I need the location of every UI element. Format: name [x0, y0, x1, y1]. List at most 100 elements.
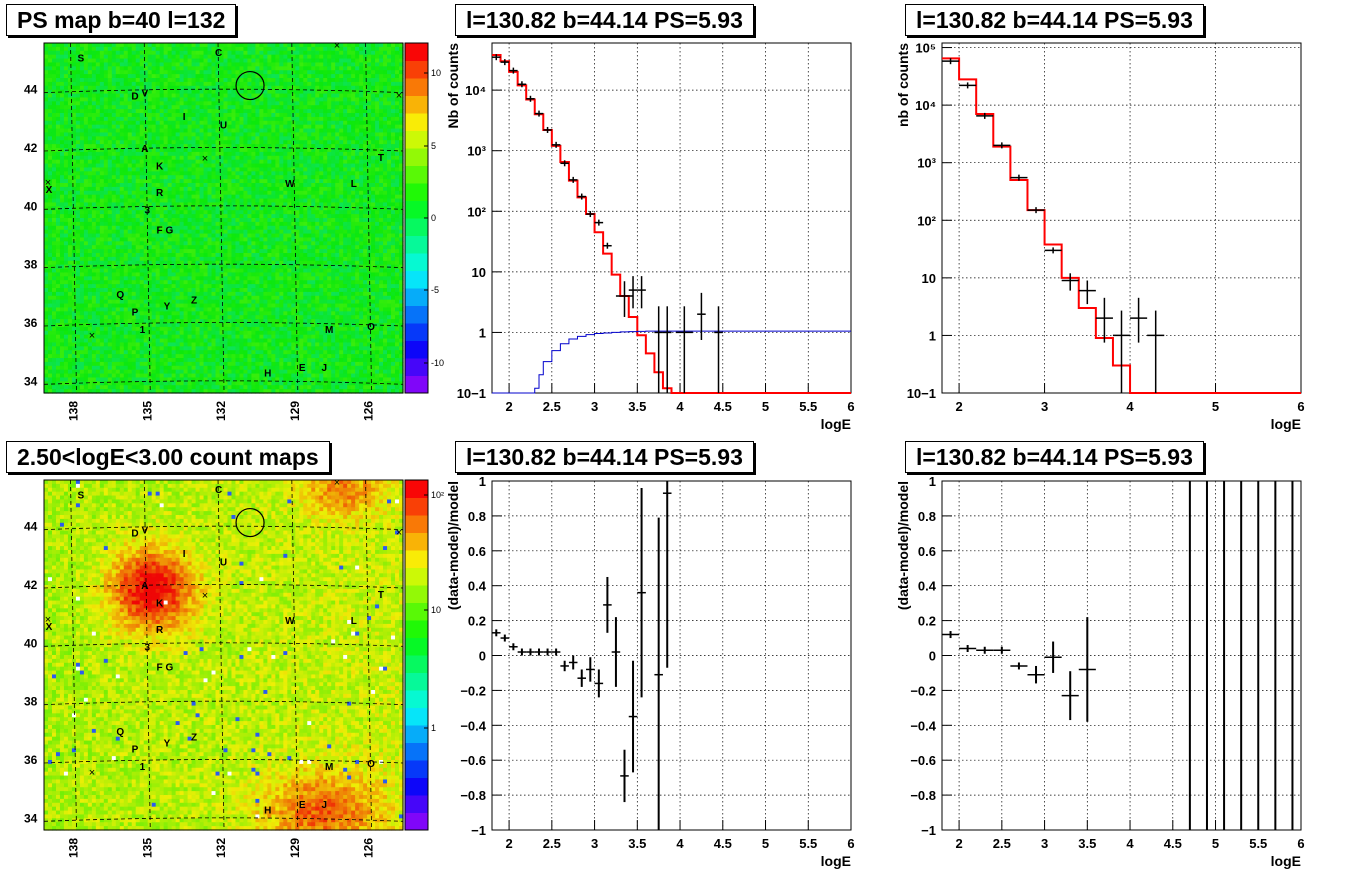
- map-cell: [87, 338, 93, 344]
- map-cell: [103, 249, 109, 254]
- map-cell: [219, 354, 225, 359]
- map-cell: [131, 202, 137, 207]
- map-cell: [99, 342, 105, 347]
- map-cell: [55, 299, 61, 305]
- map-cell: [151, 264, 157, 270]
- map-cell: [243, 361, 249, 367]
- map-cell: [75, 120, 81, 126]
- map-cell: [163, 326, 169, 332]
- map-cell: [47, 78, 53, 83]
- map-cell: [139, 62, 145, 67]
- map-cell: [95, 58, 101, 64]
- map-cell: [207, 225, 213, 231]
- map-cell: [215, 148, 221, 153]
- map-cell: [131, 369, 137, 375]
- map-cell: [51, 354, 57, 359]
- map-cell: [63, 159, 69, 165]
- map-cell: [99, 373, 105, 379]
- map-cell: [107, 50, 113, 56]
- map-cell: [67, 326, 73, 332]
- map-cell: [159, 206, 165, 211]
- map-cell: [143, 361, 149, 367]
- map-cell: [95, 295, 101, 301]
- map-cell: [59, 159, 65, 165]
- map-cell: [119, 256, 125, 262]
- map-cell: [247, 128, 253, 134]
- map-cell: [171, 272, 177, 277]
- map-cell: [55, 116, 61, 122]
- map-cell: [227, 256, 233, 262]
- map-cell: [243, 233, 249, 239]
- map-cell: [251, 260, 257, 266]
- map-cell: [163, 385, 169, 390]
- map-cell: [75, 109, 81, 114]
- map-cell: [79, 66, 85, 71]
- map-cell: [231, 295, 237, 301]
- map-cell: [47, 365, 53, 371]
- map-cell: [215, 303, 221, 309]
- map-cell: [167, 93, 173, 99]
- map-cell: [59, 241, 65, 246]
- map-cell: [79, 373, 85, 379]
- map-cell: [211, 120, 217, 126]
- map-cell: [239, 198, 245, 204]
- map-cell: [59, 171, 65, 176]
- map-cell: [71, 194, 77, 200]
- map-cell: [44, 202, 49, 207]
- map-cell: [199, 303, 205, 309]
- map-cell: [127, 101, 133, 106]
- map-cell: [107, 206, 113, 211]
- map-cell: [135, 268, 141, 274]
- map-cell: [131, 93, 137, 99]
- map-cell: [135, 85, 141, 91]
- map-cell: [247, 120, 253, 126]
- map-cell: [199, 299, 205, 305]
- map-cell: [75, 338, 81, 344]
- map-cell: [83, 186, 89, 192]
- map-cell: [223, 256, 229, 262]
- map-cell: [215, 109, 221, 114]
- map-cell: [239, 54, 245, 60]
- map-cell: [175, 128, 181, 134]
- map-cell: [79, 284, 85, 289]
- map-cell: [235, 350, 241, 355]
- map-cell: [139, 151, 145, 157]
- map-cell: [131, 81, 137, 87]
- map-cell: [171, 109, 177, 114]
- map-cell: [75, 276, 81, 281]
- map-cell: [203, 299, 209, 305]
- map-cell: [239, 276, 245, 281]
- map-cell: [44, 70, 49, 75]
- map-cell: [215, 346, 221, 351]
- map-cell: [247, 186, 253, 192]
- map-cell: [147, 101, 153, 106]
- map-cell: [235, 291, 241, 297]
- map-cell: [75, 323, 81, 328]
- map-cell: [119, 171, 125, 176]
- map-cell: [71, 229, 77, 235]
- map-cell: [59, 295, 65, 301]
- map-cell: [103, 346, 109, 351]
- map-cell: [119, 105, 125, 110]
- map-cell: [259, 369, 264, 375]
- map-cell: [231, 365, 237, 371]
- map-cell: [95, 369, 101, 375]
- map-cell: [243, 186, 249, 192]
- map-cell: [123, 291, 129, 297]
- map-cell: [135, 249, 141, 254]
- map-cell: [183, 120, 189, 126]
- map-cell: [151, 116, 157, 122]
- map-cell: [87, 132, 93, 137]
- map-cell: [91, 264, 97, 270]
- map-cell: [67, 291, 73, 297]
- map-cell: [135, 276, 141, 281]
- map-cell: [67, 229, 73, 235]
- map-cell: [211, 66, 217, 71]
- map-cell: [191, 291, 197, 297]
- map-cell: [135, 58, 141, 64]
- map-cell: [239, 116, 245, 122]
- map-cell: [171, 46, 177, 52]
- map-cell: [211, 85, 217, 91]
- map-cell: [44, 155, 49, 161]
- map-cell: [191, 54, 197, 60]
